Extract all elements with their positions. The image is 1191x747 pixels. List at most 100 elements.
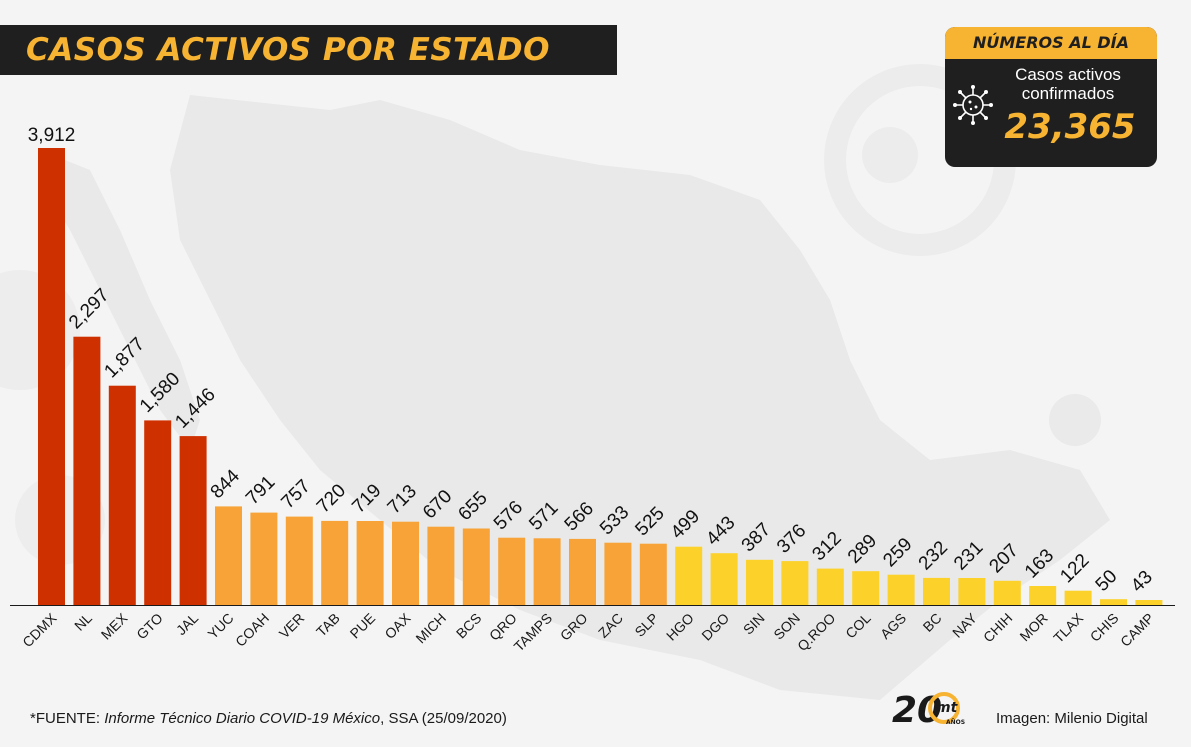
logo-sub: AÑOS	[946, 719, 965, 726]
category-label: YUC	[204, 610, 236, 642]
value-label: 232	[915, 537, 952, 574]
value-label: 720	[313, 480, 350, 517]
category-label: MEX	[98, 609, 131, 642]
source-suffix: , SSA (25/09/2020)	[380, 710, 507, 727]
value-label: 713	[384, 481, 421, 518]
category-label: BC	[920, 610, 945, 635]
logo-brand: mt	[936, 700, 959, 716]
bar-sin	[746, 559, 773, 605]
category-label: CDMX	[19, 609, 60, 650]
bar-chis	[1100, 599, 1127, 605]
value-label: 719	[348, 480, 385, 517]
value-label: 571	[525, 498, 562, 535]
value-label: 289	[844, 530, 881, 567]
bar-zac	[604, 542, 632, 605]
category-label: CHIH	[980, 610, 1016, 646]
bar-tab	[321, 520, 349, 605]
category-label: AGS	[877, 610, 909, 642]
category-label: NL	[71, 610, 95, 634]
category-label: GTO	[133, 610, 166, 643]
category-label: ZAC	[595, 610, 626, 641]
category-label: TAMPS	[511, 610, 556, 655]
bar-hgo	[675, 546, 703, 605]
category-label: SIN	[740, 610, 768, 638]
category-label: COL	[842, 610, 874, 642]
bar-qroo	[816, 568, 844, 605]
category-label: TLAX	[1050, 609, 1087, 646]
value-label: 791	[242, 472, 279, 509]
map-silhouette	[170, 95, 1110, 700]
category-label: JAL	[173, 610, 202, 639]
category-label: NAY	[949, 609, 980, 640]
source-note: *FUENTE: Informe Técnico Diario COVID-19…	[30, 710, 507, 727]
summary-header-text: NÚMEROS AL DÍA	[972, 33, 1129, 52]
bar-ver	[285, 516, 313, 605]
value-label: 231	[950, 537, 987, 574]
value-label: 376	[773, 520, 810, 557]
value-label: 387	[738, 519, 775, 556]
value-label: 43	[1127, 567, 1157, 597]
value-label: 525	[631, 503, 668, 540]
summary-box: NÚMEROS AL DÍA Casos activos confirmados…	[945, 27, 1157, 167]
bar-tlax	[1064, 590, 1092, 605]
value-label: 2,297	[65, 285, 113, 333]
page-title: CASOS ACTIVOS POR ESTADO	[26, 32, 550, 68]
bar-slp	[639, 543, 667, 605]
bar-oax	[392, 521, 419, 605]
value-label: 3,912	[28, 125, 76, 146]
bars-layer	[38, 148, 1163, 605]
value-label: 207	[985, 540, 1022, 577]
value-label: 533	[596, 502, 633, 539]
value-label: 1,580	[136, 368, 184, 416]
baja-silhouette	[40, 150, 200, 450]
bar-bc	[923, 577, 950, 605]
bar-mich	[427, 526, 455, 605]
category-label: CAMP	[1117, 610, 1157, 650]
bar-gro	[569, 538, 596, 605]
bar-ags	[887, 574, 915, 605]
category-label: COAH	[232, 610, 272, 650]
value-label: 670	[419, 486, 456, 523]
category-label: OAX	[381, 609, 414, 642]
image-credit: Imagen: Milenio Digital	[996, 710, 1148, 727]
summary-label: Casos activos confirmados	[993, 65, 1143, 103]
bar-cdmx	[38, 148, 65, 605]
bar-dgo	[710, 553, 738, 605]
bar-bcs	[462, 528, 490, 605]
source-report-name: Informe Técnico Diario COVID-19 México	[104, 710, 381, 727]
summary-value: 23,365	[1004, 107, 1136, 147]
category-label: GRO	[557, 610, 591, 644]
bar-chih	[993, 580, 1021, 605]
bar-yuc	[215, 506, 242, 605]
virus-background-core	[862, 127, 918, 183]
value-label: 655	[454, 488, 491, 525]
summary-label-line1: Casos activos	[1015, 65, 1121, 84]
value-label: 757	[277, 476, 314, 513]
category-label: VER	[276, 610, 308, 642]
category-label: MICH	[412, 610, 449, 647]
value-label: 50	[1092, 566, 1122, 596]
bar-jal	[179, 436, 207, 605]
bar-pue	[356, 521, 384, 605]
bar-mex	[108, 385, 136, 605]
value-label: 122	[1056, 550, 1093, 587]
bar-mor	[1029, 586, 1057, 605]
bar-gto	[144, 420, 172, 605]
virus-small-icon	[1049, 394, 1101, 446]
value-label: 1,446	[171, 384, 219, 432]
source-prefix: *FUENTE:	[30, 710, 105, 727]
value-label: 576	[490, 497, 527, 534]
value-label: 499	[667, 506, 704, 543]
bar-qro	[498, 537, 526, 605]
title-bar: CASOS ACTIVOS POR ESTADO	[0, 25, 617, 75]
value-label: 844	[207, 465, 245, 503]
category-label: DGO	[698, 610, 732, 644]
value-label: 566	[561, 498, 598, 535]
bar-son	[781, 561, 809, 605]
category-label: HGO	[663, 610, 697, 644]
summary-header: NÚMEROS AL DÍA	[945, 27, 1157, 59]
category-label: SLP	[631, 610, 661, 640]
bar-nay	[958, 578, 986, 605]
